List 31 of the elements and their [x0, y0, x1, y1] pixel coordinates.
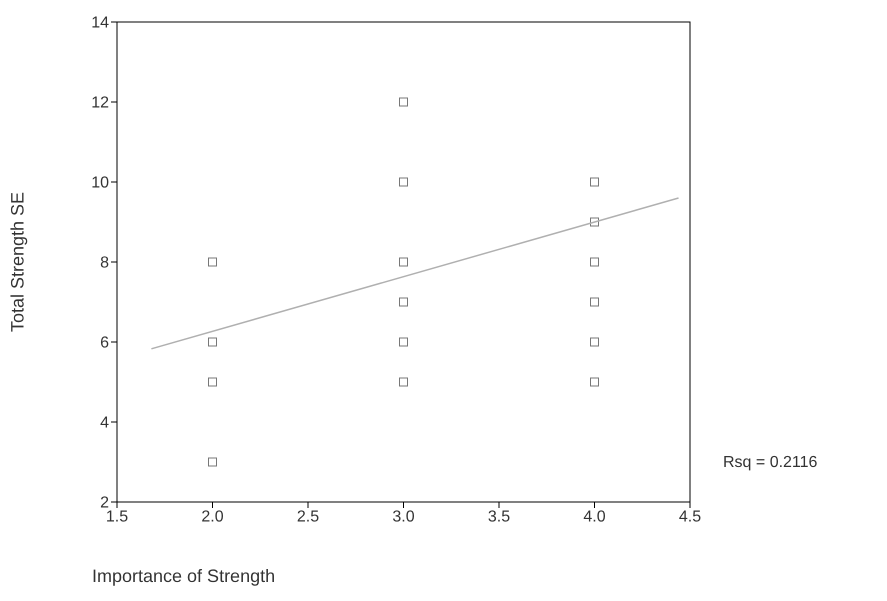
y-axis-title: Total Strength SE	[7, 192, 28, 332]
x-tick-label: 4.5	[678, 508, 702, 526]
y-tick-label: 6	[100, 334, 110, 352]
point	[590, 178, 599, 186]
point	[208, 458, 217, 466]
y-tick-label: 14	[91, 14, 110, 32]
x-tick-label: 4.0	[583, 508, 606, 526]
text: Rsq = 0.2116	[723, 454, 818, 472]
point	[399, 98, 408, 106]
point	[208, 338, 217, 346]
point	[399, 378, 408, 386]
point	[590, 298, 599, 306]
y-tick-label: 4	[100, 414, 110, 432]
point	[399, 338, 408, 346]
point	[590, 378, 599, 386]
x-tick-label: 2.5	[296, 508, 320, 526]
point	[590, 218, 599, 226]
y-tick-label: 12	[91, 94, 110, 112]
x-tick-label: 2.0	[201, 508, 224, 526]
y-tick-label: 10	[91, 174, 110, 192]
point	[208, 378, 217, 386]
point	[399, 298, 408, 306]
point	[208, 258, 217, 266]
x-axis-title: Importance of Strength	[92, 566, 276, 586]
x-tick-label: 3.5	[488, 508, 510, 526]
point	[399, 258, 408, 266]
y-tick-label: 8	[100, 254, 110, 272]
x-tick-label: 3.0	[392, 508, 415, 526]
point	[399, 178, 408, 186]
point	[590, 338, 599, 346]
point	[590, 258, 599, 266]
